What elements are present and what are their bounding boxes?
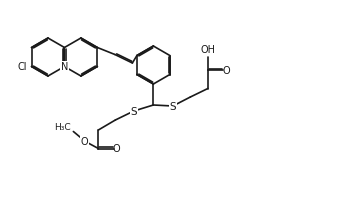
Text: H₃C: H₃C: [54, 122, 70, 131]
Text: OH: OH: [200, 45, 215, 55]
Text: N: N: [61, 62, 68, 72]
Text: S: S: [131, 106, 137, 116]
Text: O: O: [113, 144, 120, 154]
Text: S: S: [169, 101, 176, 112]
Text: O: O: [81, 137, 88, 147]
Text: O: O: [222, 66, 230, 76]
Text: Cl: Cl: [17, 62, 26, 72]
